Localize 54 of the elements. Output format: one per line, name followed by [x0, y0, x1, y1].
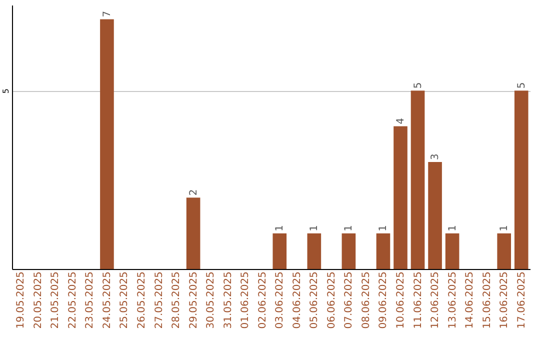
x-tick-label: 12.06.2025: [430, 272, 442, 329]
x-tick-label: 11.06.2025: [412, 272, 424, 329]
x-tick-label: 13.06.2025: [447, 272, 458, 329]
bar: [497, 233, 512, 269]
bar: [445, 233, 460, 269]
data-label: 5: [412, 82, 424, 89]
data-label: 1: [447, 224, 458, 232]
x-tick-label: 30.05.2025: [206, 272, 217, 329]
x-tick-label: 25.05.2025: [119, 272, 130, 329]
data-label: 4: [396, 118, 406, 124]
bar: [100, 19, 114, 269]
bar: [394, 126, 408, 269]
x-tick-label: 31.05.2025: [222, 272, 234, 329]
bar: [410, 90, 425, 269]
x-tick-label: 14.06.2025: [464, 272, 476, 329]
x-tick-label: 27.05.2025: [154, 272, 165, 329]
x-tick-label: 16.06.2025: [499, 272, 510, 329]
x-tick-label: 06.06.2025: [326, 272, 338, 329]
data-label: 2: [188, 189, 200, 196]
data-label: 1: [309, 224, 320, 232]
x-tick-label: 03.06.2025: [274, 272, 286, 329]
x-tick-label: 08.06.2025: [360, 272, 372, 329]
x-tick-label: 15.06.2025: [482, 272, 493, 329]
data-label: 3: [430, 154, 442, 160]
x-tick-label: 28.05.2025: [171, 272, 182, 329]
bar: [272, 233, 287, 269]
bar: [307, 233, 322, 269]
bar: [342, 233, 356, 269]
x-tick-label: 05.06.2025: [309, 272, 320, 329]
x-tick-label: 01.06.2025: [240, 272, 252, 329]
x-tick-label: 26.05.2025: [136, 272, 148, 329]
x-tick-label: 09.06.2025: [378, 272, 390, 329]
x-tick-label: 17.06.2025: [516, 272, 528, 329]
x-tick-label: 20.05.2025: [32, 272, 44, 329]
data-label: 5: [516, 82, 528, 89]
bar: [514, 90, 528, 269]
x-tick-label: 07.06.2025: [344, 272, 355, 329]
x-tick-label: 24.05.2025: [102, 272, 113, 329]
data-label: 7: [102, 10, 113, 18]
data-label: 1: [378, 224, 390, 232]
x-tick-label: 29.05.2025: [188, 272, 200, 329]
x-tick-label: 22.05.2025: [67, 272, 78, 329]
x-tick-label: 19.05.2025: [16, 272, 27, 329]
bar: [186, 198, 200, 269]
x-tick-label: 10.06.2025: [396, 272, 406, 329]
x-tick-label: 04.06.2025: [292, 272, 303, 329]
bar: [428, 162, 442, 269]
data-label: 1: [344, 224, 355, 232]
x-tick-label: 23.05.2025: [84, 272, 96, 329]
x-tick-label: 21.05.2025: [50, 272, 62, 329]
x-tick-label: 02.06.2025: [257, 272, 268, 329]
data-label: 1: [274, 224, 286, 232]
data-label: 1: [499, 224, 510, 232]
bar: [376, 233, 390, 269]
